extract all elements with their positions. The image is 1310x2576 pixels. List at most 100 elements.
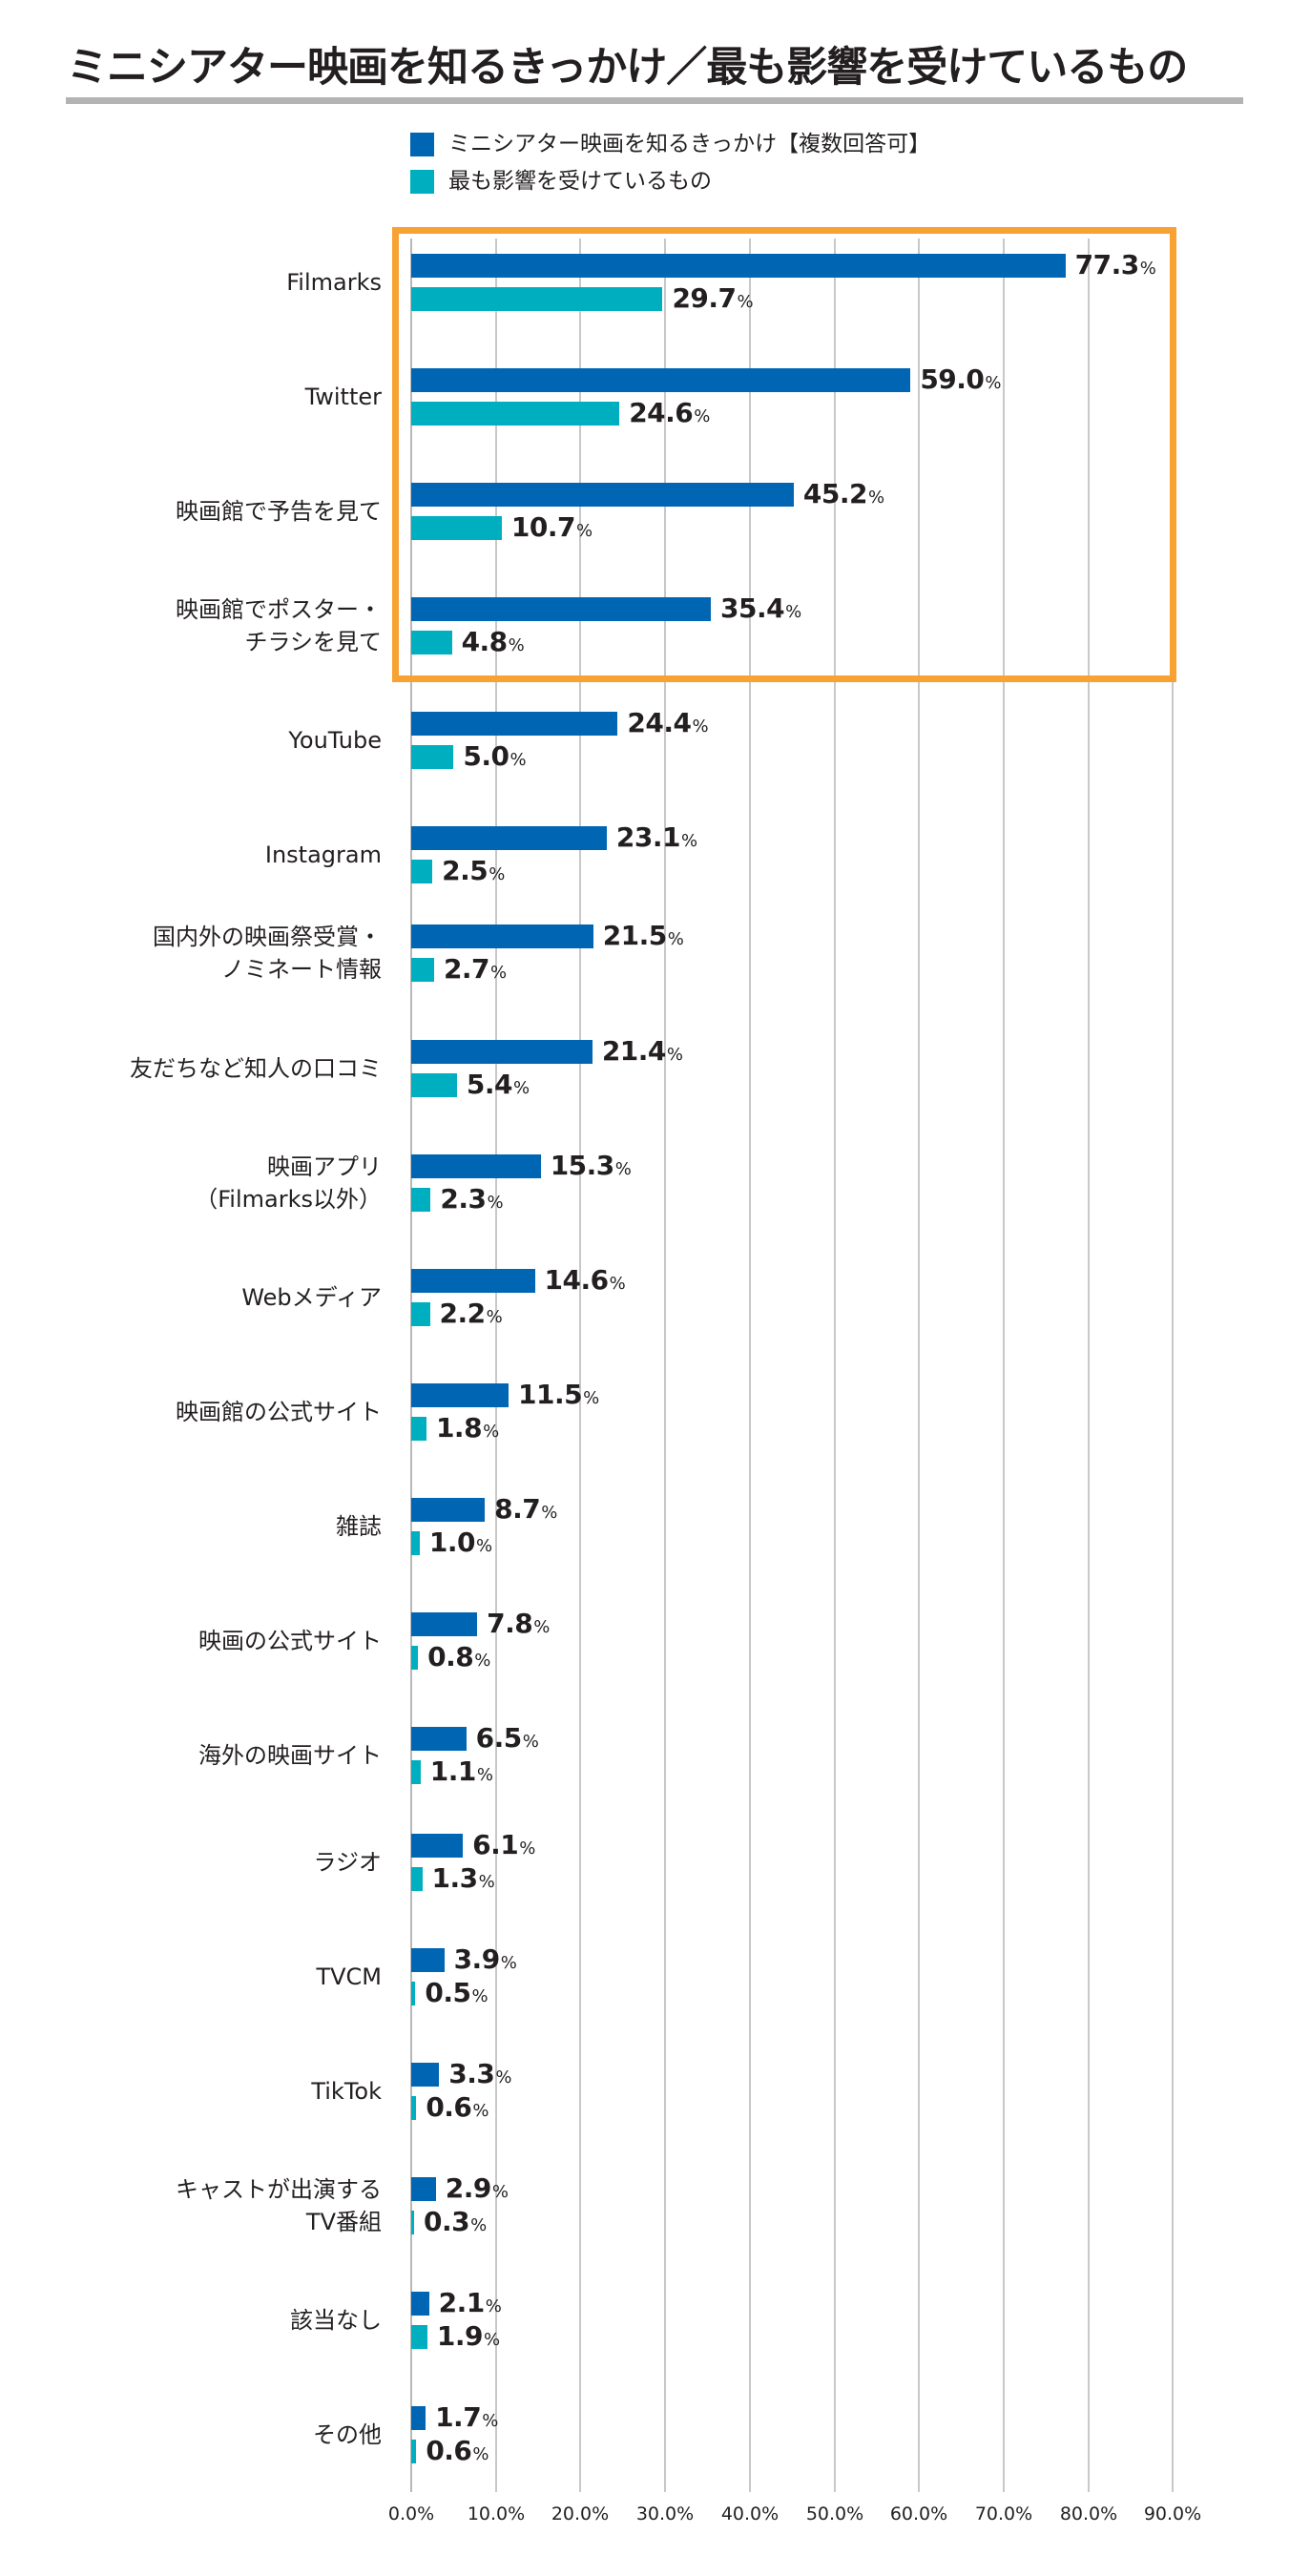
percent-sign: %	[785, 602, 801, 622]
bar-most-influential	[411, 2325, 427, 2349]
bar-awareness	[411, 712, 618, 736]
value-number: 3.9	[453, 1943, 501, 1975]
percent-sign: %	[491, 2182, 509, 2202]
x-tick-label: 10.0%	[467, 2503, 526, 2524]
bar-most-influential	[411, 1302, 430, 1326]
bar-awareness	[411, 2292, 429, 2316]
value-label: 4.8%	[462, 629, 525, 657]
category-label: YouTube	[288, 727, 382, 754]
value-label: 7.8%	[487, 1610, 550, 1639]
value-number: 3.3	[448, 2058, 495, 2089]
value-number: 77.3	[1074, 249, 1140, 280]
legend-swatch-cyan-icon	[410, 170, 434, 194]
bar-most-influential	[411, 1646, 419, 1670]
bar-awareness	[411, 1498, 486, 1522]
value-number: 24.4	[627, 707, 692, 738]
value-label: 0.6%	[426, 2094, 489, 2123]
bar-most-influential	[411, 958, 434, 982]
value-label: 5.4%	[467, 1071, 530, 1100]
percent-sign: %	[490, 963, 507, 983]
value-number: 6.5	[475, 1722, 523, 1754]
chart-title: ミニシアター映画を知るきっかけ／最も影響を受けているもの	[67, 44, 1188, 92]
value-number: 2.7	[443, 953, 490, 985]
bar-awareness	[411, 2406, 426, 2430]
value-number: 45.2	[802, 478, 868, 509]
bar-most-influential	[411, 1531, 420, 1555]
gridline	[1003, 239, 1005, 2492]
gridline	[579, 239, 581, 2492]
bar-awareness	[411, 826, 607, 850]
bar-awareness	[411, 597, 711, 621]
bar-most-influential	[411, 1760, 421, 1784]
value-label: 3.3%	[448, 2061, 511, 2089]
percent-sign: %	[474, 1651, 490, 1671]
category-label: その他	[313, 2421, 382, 2448]
percent-sign: %	[666, 1045, 683, 1065]
bar-most-influential	[411, 287, 663, 311]
value-label: 24.6%	[629, 400, 710, 428]
value-number: 10.7	[510, 511, 576, 543]
value-label: 15.3%	[551, 1153, 632, 1181]
bar-most-influential	[411, 1417, 426, 1441]
value-number: 24.6	[629, 397, 694, 428]
value-number: 1.1	[429, 1755, 477, 1787]
percent-sign: %	[737, 292, 754, 312]
percent-sign: %	[471, 1986, 489, 2006]
value-label: 10.7%	[511, 514, 593, 543]
category-label: 映画の公式サイト	[198, 1628, 382, 1654]
category-label: TikTok	[311, 2078, 382, 2105]
value-label: 0.5%	[425, 1980, 489, 2008]
bar-most-influential	[411, 2211, 414, 2234]
percent-sign: %	[583, 1388, 599, 1408]
bar-awareness	[411, 254, 1066, 278]
value-label: 45.2%	[803, 481, 884, 509]
value-label: 2.2%	[440, 1300, 503, 1329]
bar-awareness	[411, 368, 911, 392]
percent-sign: %	[509, 750, 527, 770]
value-label: 1.9%	[437, 2323, 500, 2352]
value-label: 59.0%	[920, 364, 1001, 395]
category-label: TVCM	[316, 1963, 382, 1990]
value-label: 0.6%	[426, 2438, 489, 2466]
x-tick-label: 60.0%	[889, 2503, 948, 2524]
value-label: 6.1%	[472, 1832, 535, 1860]
value-number: 1.7	[435, 2401, 482, 2433]
x-tick-label: 30.0%	[635, 2503, 695, 2524]
bar-awareness	[411, 483, 794, 507]
value-number: 0.8	[427, 1641, 474, 1672]
percent-sign: %	[576, 521, 593, 541]
value-label: 23.1%	[616, 824, 697, 853]
value-label: 8.7%	[494, 1496, 557, 1525]
bar-most-influential	[411, 2096, 417, 2120]
value-number: 14.6	[544, 1264, 610, 1296]
value-number: 6.1	[472, 1829, 519, 1860]
bar-awareness	[411, 1040, 593, 1064]
percent-sign: %	[483, 1422, 499, 1442]
value-number: 23.1	[615, 821, 681, 853]
value-label: 5.0%	[463, 743, 527, 772]
bar-most-influential	[411, 2440, 417, 2463]
value-label: 11.5%	[518, 1381, 599, 1410]
value-label: 2.3%	[440, 1186, 503, 1215]
value-number: 0.5	[425, 1977, 471, 2008]
value-number: 2.3	[440, 1183, 487, 1215]
bar-awareness	[411, 924, 593, 948]
bar-most-influential	[411, 1982, 416, 2005]
percent-sign: %	[495, 2067, 511, 2088]
title-underline	[66, 97, 1243, 104]
bar-most-influential	[411, 1188, 431, 1212]
percent-sign: %	[476, 1765, 493, 1785]
gridline	[1088, 239, 1090, 2492]
percent-sign: %	[694, 406, 710, 426]
value-number: 8.7	[494, 1493, 541, 1525]
value-number: 1.8	[435, 1412, 483, 1444]
x-tick-label: 50.0%	[805, 2503, 864, 2524]
value-number: 1.0	[428, 1527, 476, 1558]
percent-sign: %	[1139, 259, 1156, 279]
value-number: 59.0	[920, 364, 985, 395]
gridline	[495, 239, 497, 2492]
value-label: 35.4%	[720, 595, 801, 624]
percent-sign: %	[667, 929, 684, 949]
value-label: 29.7%	[672, 285, 754, 314]
bar-awareness	[411, 1727, 467, 1751]
